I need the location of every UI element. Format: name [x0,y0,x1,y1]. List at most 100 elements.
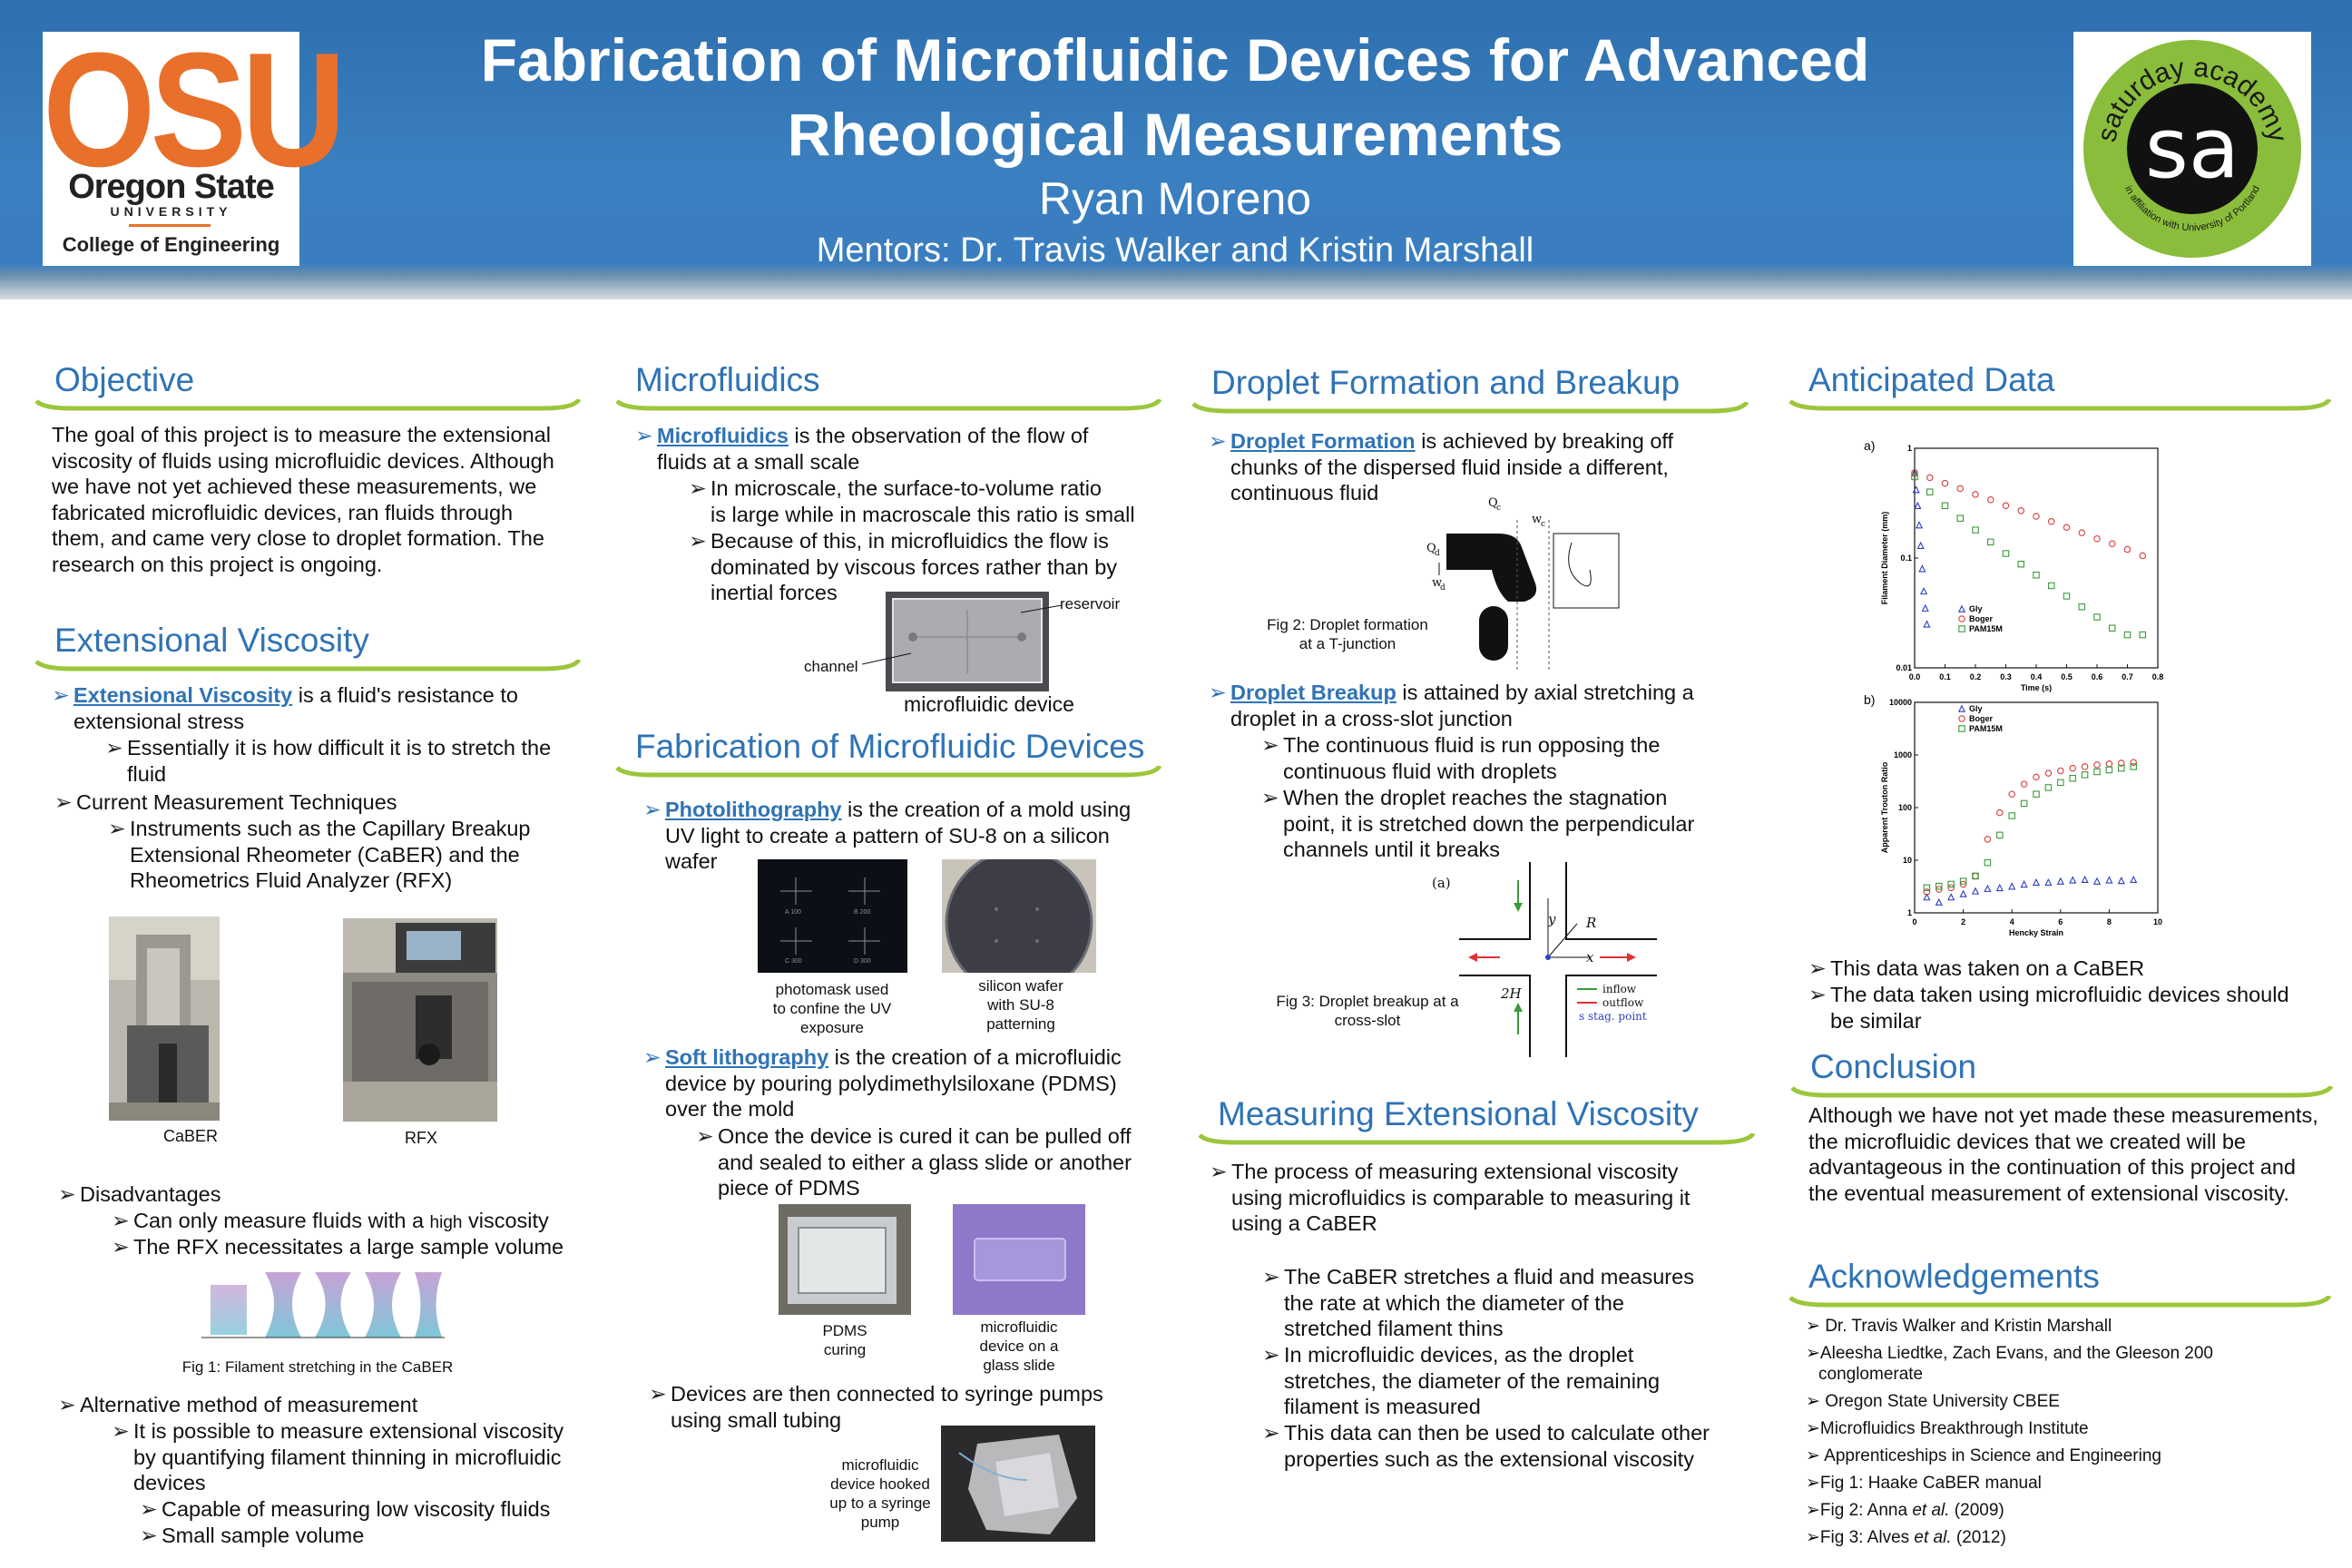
bullet-text: When the droplet reaches the stagnation [1283,786,1668,809]
osu-logo-letters: OSU [43,18,347,201]
ack-item: ➢Fig 3: Alves et al. (2012) [1806,1527,2341,1554]
chart-series-boger [1911,469,2146,560]
bullet-text: continuous fluid [1230,481,1379,505]
fig2-label-qc-sub: c [1496,504,1501,513]
chart-point [2020,799,2028,808]
disadvantages-bullet-a: ➢ Can only measure fluids with a high vi… [112,1208,587,1237]
chart-point [2044,769,2053,777]
anticipated-bullet-1: ➢ This data was taken on a CaBER [1808,956,2338,982]
chart-filament-diameter: a) 0.0 0.1 0.2 0.3 0.4 0.5 0.6 0.7 0.8 0.01 0.1 1 Tim… [1864,438,2163,692]
label-reservoir: reservoir [1060,595,1121,612]
chart-point [2008,790,2015,798]
arrow-bullet-icon: ➢ [112,1235,130,1259]
chart-point [2033,773,2040,781]
chart-point [1956,485,1965,493]
fig2-label-wd-sub: d [1440,583,1446,593]
section-title-acknowledgements: Acknowledgements [1808,1258,2100,1295]
chart-point [2130,759,2137,767]
header-banner: OSU Oregon State UNIVERSITY College of E… [0,0,2352,299]
chart-point [1923,888,1931,896]
chart-point [1996,808,2004,817]
arrow-bullet-icon: ➢ [643,1045,662,1069]
chart-x-tick-label: 0.0 [1909,672,1921,681]
chart-panel-label: a) [1864,438,1875,453]
chart-point [2130,875,2138,884]
osu-logo: OSU Oregon State UNIVERSITY College of E… [43,18,347,266]
caption-line: device hooked [830,1475,930,1493]
bullet-text: point, it is stretched down the perpendi… [1283,811,1695,836]
bullet-text: wafer [665,849,718,873]
chart-legend-label: Gly [1969,604,1983,613]
chart-point [1972,526,1979,534]
fig3-legend-outflow: outflow [1602,996,1644,1009]
chart-point [2081,875,2089,884]
chart-point [2123,631,2132,639]
anticipated-bullet-2: ➢ The data taken using microfluidic devi… [1808,982,2338,1034]
section-underline-microfluidics [615,399,1162,411]
bullet-text: The process of measuring extensional vis… [1231,1160,1679,1183]
chart-point [1926,488,1934,495]
droplet-breakup-bullet: ➢ Droplet Breakup is attained by axial s… [1209,680,1739,731]
chart-point [1947,880,1955,888]
bullet-text: the rate at which the diameter of the [1284,1290,1624,1315]
chart-point [2081,763,2089,770]
bullet-text: It is possible to measure extensional vi… [133,1419,564,1443]
arrow-bullet-icon: ➢ [105,736,123,760]
poster-title-line-1: Fabrication of Microfluidic Devices for … [480,26,1870,93]
chart-point [1959,889,1967,897]
chart-point [2093,534,2101,543]
chart-point [2092,877,2102,885]
arrow-bullet-icon: ➢ [1806,1528,1820,1547]
arrow-bullet-icon: ➢ [1806,1317,1826,1336]
objective-line: we have not yet achieved these measureme… [52,475,537,498]
ack-item: ➢Fig 2: Anna et al. (2009) [1806,1500,2341,1527]
chart-plot-frame [1914,701,2159,914]
chart-point [2069,876,2077,884]
bullet-text: The continuous fluid is run opposing the [1283,733,1661,757]
section-underline-fabrication [615,766,1162,778]
bullet-text: inertial forces [710,581,838,604]
microfluidics-bullet-1b: ➢ Because of this, in microfluidics the … [689,528,1164,606]
objective-line: fabricated microfluidic devices, ran flu… [52,500,514,524]
ack-text: Fig 2: Anna [1819,1501,1913,1520]
pdms-curing-photo [779,1204,911,1315]
objective-line: research on this project is ongoing. [52,552,383,576]
channel-pointer-line [861,652,912,665]
term-extensional-viscosity: Extensional Viscosity [74,683,293,707]
chart-x-tick-label: 2 [1961,917,1965,926]
photomask-photo: A 100 B 200 C 300 D 300 [758,859,907,973]
chart-point [1996,831,2004,839]
chart-y-axis-label: Apparent Trouton Ratio [1880,761,1889,853]
chart-point [1947,884,1955,892]
microfluidics-bullet-1: ➢ Microfluidics is the observation of th… [635,423,1165,475]
chart-point [2078,603,2086,611]
section-underline-acknowledgements [1788,1296,2332,1308]
chart-point [1914,501,1922,510]
fig2-t-junction-diagram: Q c w c Q d w d (A) [1426,497,1620,670]
conclusion-line: Although we have not yet made these meas… [1808,1103,2318,1127]
bullet-text: is the creation of a microfluidic [828,1045,1122,1069]
bullet-text: Disadvantages [80,1182,221,1206]
arrow-bullet-icon: ➢ [52,683,70,707]
chart-x-tick-label: 0.7 [2122,672,2133,681]
chart-point [1947,893,1955,901]
bullet-text: stretches, the diameter of the remaining [1284,1368,1661,1393]
chart-point [2033,571,2040,579]
fig2-caption: Fig 2: Droplet formation at a T-junction [1261,615,1434,653]
caption-line: at a T-junction [1298,635,1396,652]
chart-point [2117,877,2125,885]
alternative-bullet-i: ➢ Capable of measuring low viscosity flu… [140,1496,579,1523]
chart-point [2105,766,2113,774]
chart-point [2008,882,2016,890]
bullet-text: Devices are then connected to syringe pu… [671,1382,1103,1406]
chart-y-tick-label: 100 [1898,803,1912,812]
caption-line: PDMS [822,1322,867,1339]
bullet-text: extensional stress [74,709,245,733]
arrow-bullet-icon: ➢ [635,424,653,447]
fig2-label-wc-sub: c [1541,520,1545,529]
measuring-bullet-a: ➢ The CaBER stretches a fluid and measur… [1262,1264,1738,1342]
photolithography-bullet: ➢ Photolithography is the creation of a … [643,797,1173,875]
objective-line: The goal of this project is to measure t… [52,423,551,446]
fig3-legend-inflow: inflow [1602,983,1637,995]
chart-y-axis-label: Filament Diameter (mm) [1880,512,1889,605]
